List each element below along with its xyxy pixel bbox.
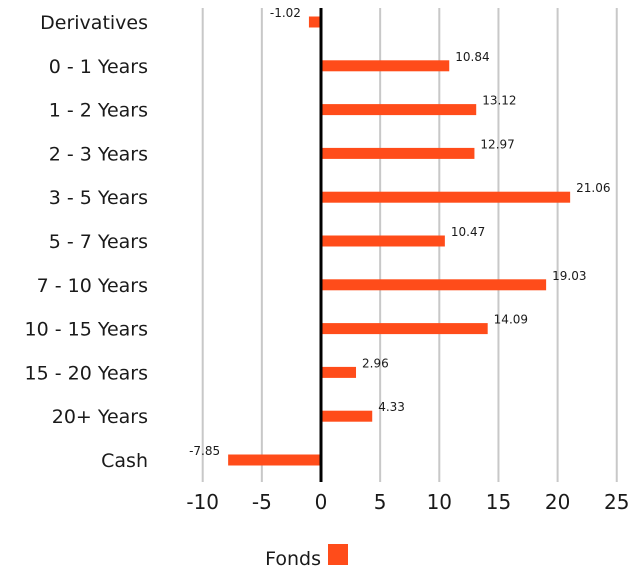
x-tick-label: 0 [315, 490, 328, 514]
bar [321, 60, 450, 72]
value-labels: -1.02 10.84 13.12 12.97 21.06 10.47 19.03 14.09… [189, 6, 610, 458]
x-tick-label: -10 [186, 490, 219, 514]
category-label: 20+ Years [52, 406, 148, 428]
bar [321, 191, 571, 203]
x-tick-label: 5 [374, 490, 387, 514]
data-label: -7.85 [189, 444, 220, 458]
x-tick-label: -5 [252, 490, 272, 514]
bar [321, 235, 445, 247]
data-label: 14.09 [494, 313, 528, 327]
data-label: 19.03 [552, 269, 586, 283]
x-tick-label: 20 [545, 490, 570, 514]
x-tick-label: 15 [486, 490, 511, 514]
bar [321, 366, 357, 378]
data-label: 10.84 [455, 50, 489, 64]
data-label: 10.47 [451, 225, 485, 239]
category-label: 15 - 20 Years [25, 362, 148, 384]
data-label: 2.96 [362, 356, 389, 370]
bar [228, 454, 321, 466]
x-tick-label: 25 [604, 490, 629, 514]
bar [321, 279, 547, 291]
bar [321, 323, 488, 335]
category-label: 2 - 3 Years [49, 143, 148, 165]
bars [228, 16, 571, 466]
data-label: 13.12 [482, 94, 516, 108]
data-label: 4.33 [378, 400, 405, 414]
bar [321, 104, 477, 116]
data-label: 12.97 [480, 137, 514, 151]
category-label: 0 - 1 Years [49, 56, 148, 78]
x-tick-labels: -10 -5 0 5 10 15 20 25 [186, 490, 629, 514]
category-labels: Derivatives 0 - 1 Years 1 - 2 Years 2 - 3 Y… [25, 12, 148, 472]
bar [308, 16, 321, 28]
x-tick-label: 10 [427, 490, 452, 514]
bar [321, 147, 475, 159]
category-label: 1 - 2 Years [49, 100, 148, 122]
category-label: 3 - 5 Years [49, 187, 148, 209]
data-label: -1.02 [270, 6, 301, 20]
category-label: Cash [101, 450, 148, 472]
legend: Fonds [265, 544, 348, 570]
legend-label: Fonds [265, 548, 321, 570]
category-label: 10 - 15 Years [25, 319, 148, 341]
legend-swatch [328, 544, 348, 565]
category-label: Derivatives [40, 12, 148, 34]
category-label: 7 - 10 Years [37, 275, 148, 297]
category-label: 5 - 7 Years [49, 231, 148, 253]
bar [321, 410, 373, 422]
data-label: 21.06 [576, 181, 610, 195]
